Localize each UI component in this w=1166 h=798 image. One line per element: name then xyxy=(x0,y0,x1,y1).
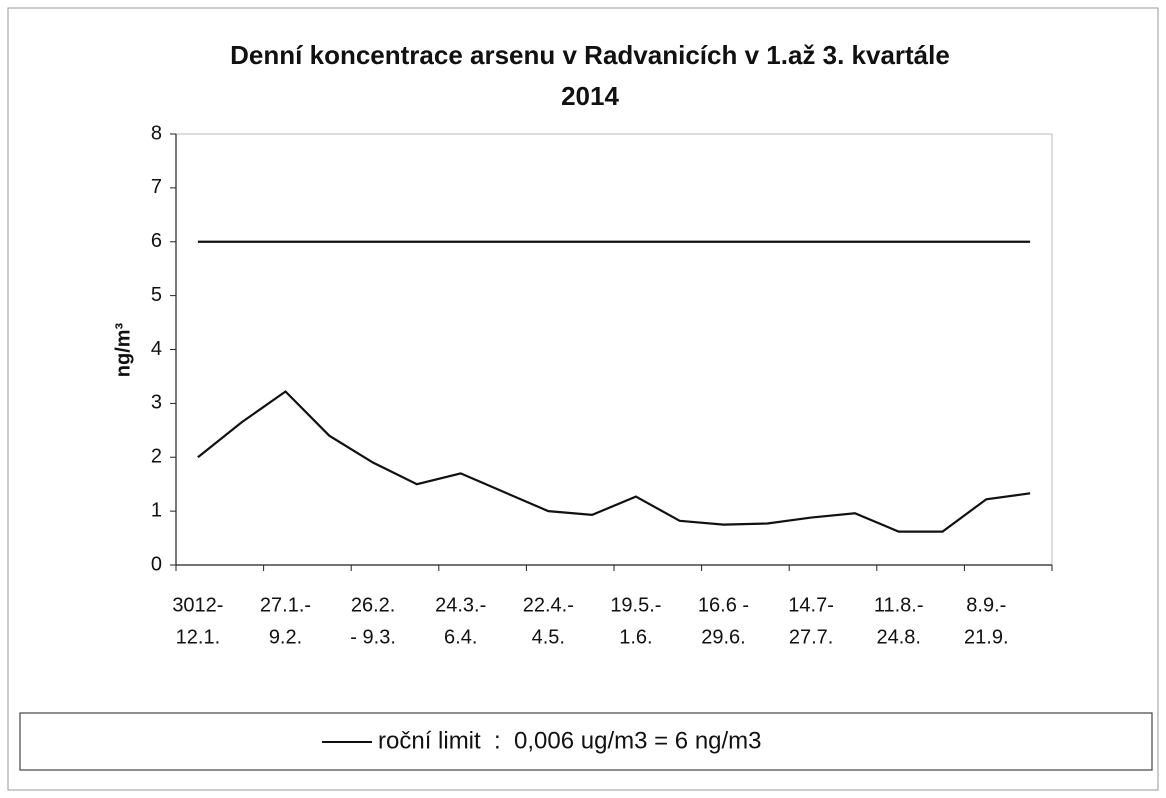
x-tick-label: 24.3.- xyxy=(435,594,486,616)
y-axis-label: ng/m³ xyxy=(112,322,134,377)
y-tick-label: 1 xyxy=(151,499,162,521)
y-tick-label: 6 xyxy=(151,230,162,252)
x-tick-label: - 9.3. xyxy=(350,626,396,648)
chart-title: 2014 xyxy=(561,81,619,111)
x-tick-label: 22.4.- xyxy=(523,594,574,616)
x-tick-label: 16.6 - xyxy=(698,594,749,616)
line-series xyxy=(197,390,1031,533)
y-tick-label: 8 xyxy=(151,122,162,144)
y-tick-label: 3 xyxy=(151,392,162,414)
x-tick-label: 19.5.- xyxy=(610,594,661,616)
x-tick-label: 24.8. xyxy=(876,626,920,648)
x-tick-label: 6.4. xyxy=(444,626,477,648)
y-tick-label: 4 xyxy=(151,338,162,360)
x-tick-label: 12.1. xyxy=(176,626,220,648)
y-tick-label: 5 xyxy=(151,284,162,306)
x-tick-label: 21.9. xyxy=(964,626,1008,648)
y-tick-label: 7 xyxy=(151,176,162,198)
x-tick-label: 8.9.- xyxy=(966,594,1006,616)
x-tick-label: 26.2. xyxy=(351,594,395,616)
x-tick-label: 14.7- xyxy=(788,594,834,616)
x-tick-label: 11.8.- xyxy=(874,594,924,616)
plot-area xyxy=(175,133,1053,566)
x-tick-label: 3012- xyxy=(172,594,223,616)
legend-label: roční limit : 0,006 ug/m3 = 6 ng/m3 xyxy=(378,727,762,754)
chart-frame xyxy=(7,7,1159,791)
x-tick-label: 29.6. xyxy=(701,626,745,648)
legend-box xyxy=(19,712,1153,771)
x-tick-label: 27.1.- xyxy=(260,594,311,616)
y-tick-label: 0 xyxy=(151,553,162,575)
x-tick-label: 1.6. xyxy=(619,626,652,648)
x-tick-label: 27.7. xyxy=(789,626,833,648)
y-tick-label: 2 xyxy=(151,446,162,468)
chart-title: Denní koncentrace arsenu v Radvanicích v… xyxy=(230,40,950,70)
x-tick-label: 9.2. xyxy=(269,626,302,648)
x-tick-label: 4.5. xyxy=(532,626,565,648)
